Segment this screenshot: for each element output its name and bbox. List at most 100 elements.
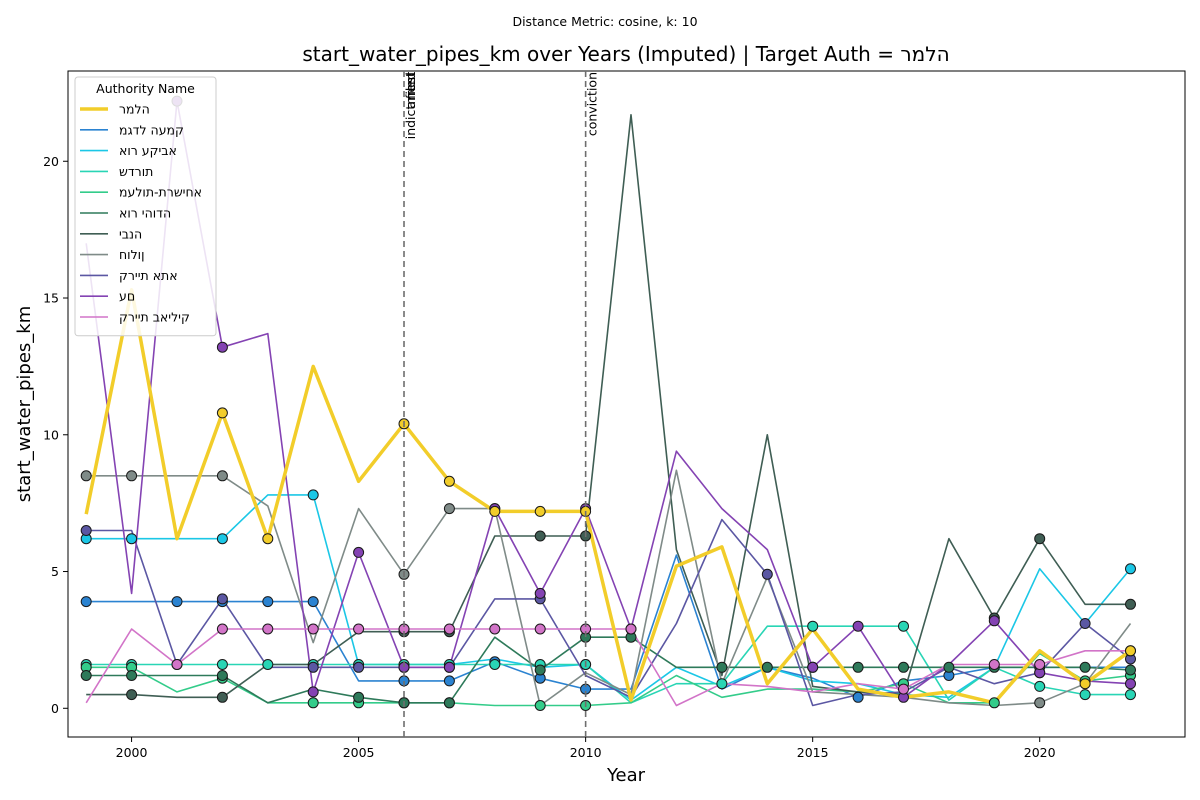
data-point	[80, 525, 92, 536]
y-tick-label: 15	[43, 291, 59, 306]
data-point	[1125, 645, 1136, 657]
data-point	[716, 661, 728, 673]
series-line	[85, 100, 1131, 699]
data-point	[353, 691, 365, 703]
series-line	[86, 554, 1131, 699]
data-point	[988, 659, 1000, 670]
plot-frame	[67, 70, 1186, 738]
data-point	[943, 661, 955, 673]
data-point	[1125, 664, 1136, 676]
data-point	[1125, 563, 1136, 575]
data-point	[80, 470, 92, 482]
data-point	[126, 689, 138, 701]
data-point	[307, 623, 319, 635]
data-point	[216, 659, 228, 670]
legend-entry: תורדש	[119, 164, 153, 179]
data-point	[126, 470, 138, 482]
data-point	[171, 596, 183, 608]
data-point	[126, 670, 138, 681]
legend-entry: םע	[119, 289, 135, 304]
data-point	[852, 691, 864, 703]
legend-entry: הדוהי רוא	[119, 206, 171, 221]
data-point	[443, 503, 455, 515]
data-point	[126, 533, 138, 545]
data-point	[761, 568, 773, 580]
data-point	[216, 470, 228, 482]
legend-box	[74, 76, 217, 337]
data-point	[489, 659, 501, 670]
data-point	[216, 623, 228, 635]
data-point	[216, 533, 228, 545]
data-point	[1034, 697, 1046, 709]
data-point	[1125, 689, 1136, 701]
data-point	[534, 530, 546, 542]
data-point	[489, 505, 501, 517]
legend-entry: קמעה לדגמ	[119, 122, 184, 137]
data-point	[443, 475, 455, 487]
y-tick-label: 20	[43, 154, 59, 169]
data-point	[80, 670, 92, 681]
data-point	[898, 661, 909, 673]
data-point	[353, 661, 365, 673]
series-line	[84, 288, 1132, 705]
event-label: arrest	[403, 72, 418, 109]
x-tick-label: 2020	[1024, 745, 1056, 760]
data-point	[262, 596, 274, 608]
x-tick-label: 2005	[343, 745, 375, 760]
series-line	[86, 469, 1132, 707]
x-tick-label: 2000	[116, 745, 148, 760]
y-tick-label: 0	[51, 701, 59, 716]
data-point	[80, 596, 92, 608]
data-point	[1125, 678, 1136, 690]
data-point	[307, 489, 319, 501]
data-point	[898, 683, 909, 695]
data-point	[262, 659, 274, 670]
data-point	[171, 659, 183, 670]
data-point	[898, 620, 909, 632]
legend: Authority Name הלמר קמעה לדגמ אביקע רוא תורד…	[74, 76, 217, 337]
y-tick-label: 5	[51, 564, 59, 579]
plot-area	[80, 95, 1136, 711]
chart-suptitle: Distance Metric: cosine, k: 10	[512, 14, 697, 29]
data-point	[534, 664, 546, 676]
chart-title: start_water_pipes_km over Years (Imputed…	[302, 42, 949, 66]
data-point	[625, 623, 637, 635]
data-point	[216, 670, 228, 681]
data-point	[534, 505, 546, 517]
data-point	[1034, 680, 1046, 692]
data-point	[216, 691, 228, 703]
data-point	[1079, 618, 1091, 629]
series-line	[86, 636, 1131, 704]
legend-entry: הנבי	[119, 226, 142, 241]
data-point	[852, 661, 864, 673]
data-point	[489, 623, 501, 635]
legend-title: Authority Name	[96, 81, 195, 96]
data-point	[1079, 678, 1091, 690]
x-tick-label: 2015	[797, 745, 829, 760]
data-point	[534, 623, 546, 635]
data-point	[988, 697, 1000, 709]
series-line	[85, 628, 1131, 707]
legend-entry: ןולוח	[119, 247, 145, 262]
x-tick-label: 2010	[570, 745, 602, 760]
data-point	[307, 697, 319, 709]
data-point	[807, 661, 819, 673]
data-point	[307, 686, 319, 698]
event-label: indictment	[403, 72, 418, 139]
legend-entry: קיליאב תיירק	[119, 310, 190, 325]
data-point	[307, 596, 319, 608]
legend-entry: אביקע רוא	[119, 143, 177, 158]
data-point	[262, 533, 274, 545]
data-point	[307, 661, 319, 673]
data-point	[1079, 689, 1091, 701]
data-point	[807, 620, 819, 632]
data-point	[353, 623, 365, 635]
event-label: conviction	[585, 72, 600, 136]
legend-entry: אחישרת-תולעמ	[119, 185, 202, 200]
legend-entry: הלמר	[119, 102, 150, 117]
y-axis-label: start_water_pipes_km	[14, 306, 35, 502]
data-point	[852, 620, 864, 632]
data-point	[443, 661, 455, 673]
data-point	[443, 623, 455, 635]
